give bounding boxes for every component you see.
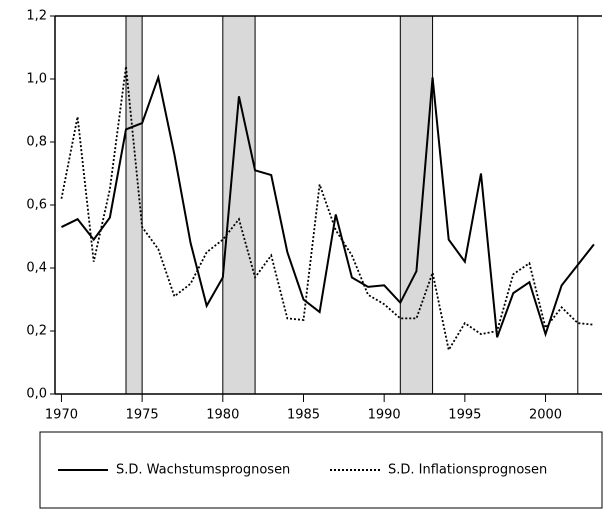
x-tick-label: 1970 <box>45 408 78 423</box>
x-tick-label: 2000 <box>529 408 562 423</box>
y-tick-label: 0,4 <box>26 261 47 276</box>
shaded-period <box>222 15 256 395</box>
x-tick-label: 1995 <box>448 408 481 423</box>
shaded-period <box>125 15 143 395</box>
y-tick-label: 1,2 <box>26 9 47 24</box>
legend-box <box>39 431 603 509</box>
legend-label: S.D. Wachstumsprognosen <box>116 463 290 478</box>
y-tick-label: 1,0 <box>26 72 47 87</box>
y-tick-label: 0,8 <box>26 135 47 150</box>
x-tick-label: 1990 <box>368 408 401 423</box>
legend-label: S.D. Inflationsprognosen <box>388 463 547 478</box>
y-tick-label: 0,6 <box>26 198 47 213</box>
x-tick-label: 1985 <box>287 408 320 423</box>
y-tick-label: 0,0 <box>26 387 47 402</box>
x-tick-label: 1980 <box>206 408 239 423</box>
x-tick-label: 1975 <box>126 408 159 423</box>
y-tick-label: 0,2 <box>26 324 47 339</box>
shaded-period <box>399 15 434 395</box>
series-line <box>61 73 595 338</box>
